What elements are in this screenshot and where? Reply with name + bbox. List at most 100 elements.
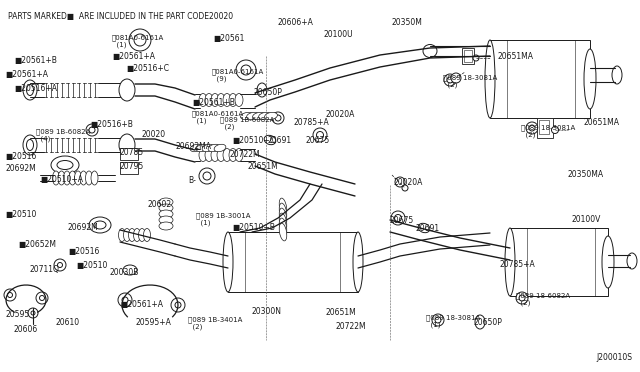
Circle shape bbox=[317, 131, 323, 138]
Ellipse shape bbox=[235, 148, 243, 161]
Ellipse shape bbox=[129, 228, 136, 241]
Text: 20651MA: 20651MA bbox=[583, 118, 619, 127]
Ellipse shape bbox=[214, 144, 226, 152]
Ellipse shape bbox=[199, 148, 207, 161]
Text: 20692M: 20692M bbox=[5, 164, 36, 173]
Ellipse shape bbox=[124, 228, 131, 241]
Circle shape bbox=[171, 298, 185, 312]
Text: 20350MA: 20350MA bbox=[568, 170, 604, 179]
Ellipse shape bbox=[208, 144, 220, 152]
Ellipse shape bbox=[123, 265, 137, 275]
Ellipse shape bbox=[63, 171, 70, 185]
Bar bbox=[462, 48, 474, 64]
Bar bbox=[464, 50, 472, 62]
Ellipse shape bbox=[279, 198, 287, 216]
Ellipse shape bbox=[26, 84, 33, 96]
Circle shape bbox=[40, 295, 45, 301]
Text: ⓓ089 18-3081A
  (2): ⓓ089 18-3081A (2) bbox=[521, 124, 575, 138]
Text: 20651MA: 20651MA bbox=[498, 52, 534, 61]
Ellipse shape bbox=[119, 134, 135, 156]
Ellipse shape bbox=[217, 93, 225, 106]
Text: 20691: 20691 bbox=[268, 136, 292, 145]
Text: 20785+A: 20785+A bbox=[293, 118, 329, 127]
Circle shape bbox=[275, 115, 281, 121]
Text: ■20516: ■20516 bbox=[5, 152, 36, 161]
Circle shape bbox=[54, 259, 66, 271]
Text: 20795: 20795 bbox=[120, 162, 144, 171]
Ellipse shape bbox=[223, 232, 233, 292]
Ellipse shape bbox=[143, 228, 150, 241]
Ellipse shape bbox=[264, 135, 276, 145]
Text: 20785+A: 20785+A bbox=[499, 260, 535, 269]
Text: 20692MA: 20692MA bbox=[176, 142, 212, 151]
Bar bbox=[228, 232, 358, 292]
Text: 20651M: 20651M bbox=[248, 162, 279, 171]
Ellipse shape bbox=[485, 40, 495, 118]
Text: ⓓ089 1B-6082A
  (4): ⓓ089 1B-6082A (4) bbox=[36, 128, 90, 142]
Circle shape bbox=[402, 185, 408, 191]
Text: 20595+A: 20595+A bbox=[136, 318, 172, 327]
Ellipse shape bbox=[159, 198, 173, 206]
Bar bbox=[120, 162, 138, 174]
Text: 20675: 20675 bbox=[306, 136, 330, 145]
Ellipse shape bbox=[257, 83, 267, 97]
Ellipse shape bbox=[118, 228, 125, 241]
Ellipse shape bbox=[159, 222, 173, 230]
Text: 20606+A: 20606+A bbox=[278, 18, 314, 27]
Ellipse shape bbox=[57, 160, 73, 170]
Text: ■20510: ■20510 bbox=[5, 210, 36, 219]
Circle shape bbox=[199, 168, 215, 184]
Circle shape bbox=[58, 263, 63, 267]
Text: 20100U: 20100U bbox=[323, 30, 353, 39]
Ellipse shape bbox=[205, 148, 213, 161]
Text: 20650P: 20650P bbox=[254, 88, 283, 97]
Text: ■20510+C: ■20510+C bbox=[232, 136, 275, 145]
Ellipse shape bbox=[86, 171, 93, 185]
Text: 20020: 20020 bbox=[142, 130, 166, 139]
Circle shape bbox=[516, 292, 528, 304]
Ellipse shape bbox=[51, 156, 79, 174]
Ellipse shape bbox=[279, 208, 287, 226]
Circle shape bbox=[526, 122, 538, 134]
Ellipse shape bbox=[246, 112, 259, 120]
Text: 20675: 20675 bbox=[390, 216, 414, 225]
Circle shape bbox=[395, 177, 405, 187]
Ellipse shape bbox=[279, 213, 287, 231]
Text: ■20516+B: ■20516+B bbox=[90, 120, 133, 129]
Circle shape bbox=[432, 314, 444, 326]
Ellipse shape bbox=[253, 112, 266, 120]
Circle shape bbox=[444, 74, 456, 86]
Text: ⓓ089 18-3081A
  (1): ⓓ089 18-3081A (1) bbox=[426, 314, 480, 328]
Ellipse shape bbox=[229, 93, 237, 106]
Ellipse shape bbox=[627, 253, 637, 269]
Circle shape bbox=[8, 292, 13, 298]
Text: ■20516+C: ■20516+C bbox=[126, 64, 169, 73]
Ellipse shape bbox=[89, 217, 111, 233]
Circle shape bbox=[86, 124, 98, 136]
Text: 20722M: 20722M bbox=[230, 150, 260, 159]
Circle shape bbox=[129, 29, 151, 51]
Text: 20602: 20602 bbox=[148, 200, 172, 209]
Ellipse shape bbox=[159, 216, 173, 224]
Ellipse shape bbox=[229, 148, 237, 161]
Ellipse shape bbox=[23, 80, 37, 100]
Text: ⓓ089 1B-3001A
  (1): ⓓ089 1B-3001A (1) bbox=[196, 212, 250, 226]
Circle shape bbox=[175, 302, 181, 308]
Text: ■20561+B: ■20561+B bbox=[14, 56, 57, 65]
Text: 20692M: 20692M bbox=[68, 223, 99, 232]
Ellipse shape bbox=[223, 93, 231, 106]
Circle shape bbox=[272, 112, 284, 124]
Bar bbox=[120, 148, 138, 160]
Text: ■20561+A: ■20561+A bbox=[120, 300, 163, 309]
Text: ⓓ089 1B-3401A
  (2): ⓓ089 1B-3401A (2) bbox=[188, 316, 243, 330]
Text: Ⓑ081A0-6161A
  (1): Ⓑ081A0-6161A (1) bbox=[192, 110, 244, 124]
Text: 20722M: 20722M bbox=[336, 322, 367, 331]
Ellipse shape bbox=[159, 204, 173, 212]
Ellipse shape bbox=[52, 171, 60, 185]
Circle shape bbox=[391, 211, 405, 225]
Circle shape bbox=[529, 125, 535, 131]
Ellipse shape bbox=[423, 45, 437, 58]
Ellipse shape bbox=[80, 171, 87, 185]
Bar bbox=[539, 120, 549, 134]
Circle shape bbox=[451, 73, 461, 83]
